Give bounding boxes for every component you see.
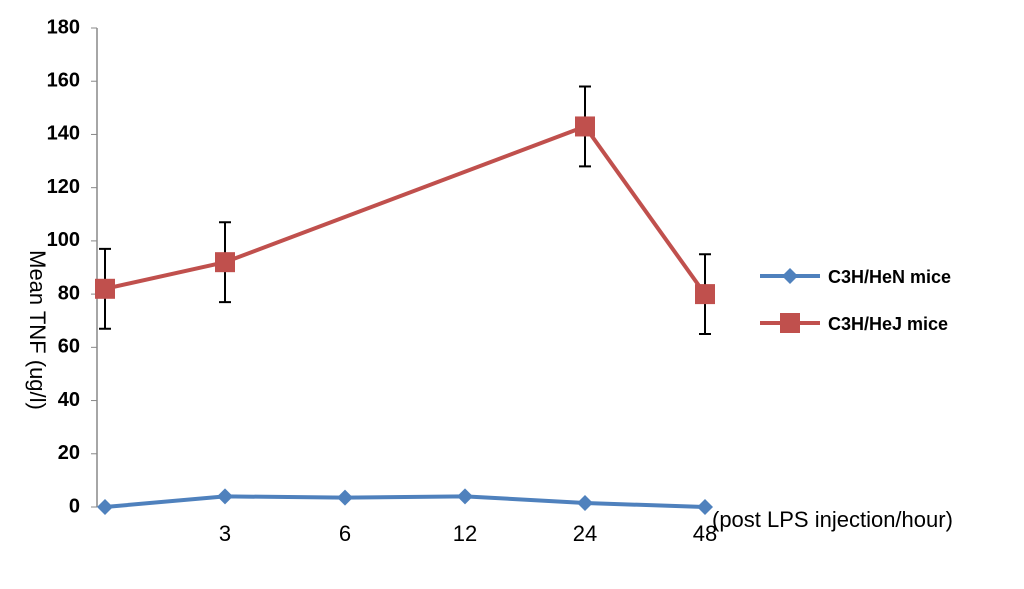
y-tick-label: 20 [58, 442, 80, 464]
x-tick-label: 3 [219, 521, 231, 546]
y-tick-label: 80 [58, 282, 80, 304]
data-point [697, 499, 713, 515]
data-point [577, 495, 593, 512]
y-tick-label: 160 [47, 70, 80, 92]
y-tick-label: 60 [58, 336, 80, 358]
y-tick-label: 180 [47, 16, 80, 38]
data-point [215, 252, 235, 273]
y-tick-label: 100 [47, 229, 80, 251]
y-tick-label: 140 [47, 123, 80, 145]
data-point [337, 489, 353, 506]
x-tick-label: 48 [693, 521, 717, 546]
data-point [695, 284, 715, 305]
x-tick-label: 6 [339, 521, 351, 546]
series-line [104, 260, 226, 291]
y-tick-label: 0 [69, 495, 80, 517]
y-tick-label: 120 [47, 176, 80, 198]
series-line [104, 494, 706, 509]
y-axis-label: Mean TNF (ug/l) [25, 250, 50, 410]
data-point [217, 488, 233, 505]
data-point [97, 499, 113, 515]
series-line [583, 125, 707, 296]
data-point [575, 116, 595, 137]
data-point [95, 278, 115, 299]
legend-marker [782, 268, 798, 284]
legend-label: C3H/HeN mice [828, 267, 951, 287]
x-axis-label: (post LPS injection/hour) [712, 507, 953, 532]
x-tick-label: 12 [453, 521, 477, 546]
gap-connector [224, 124, 586, 265]
y-tick-label: 40 [58, 389, 80, 411]
legend-marker [780, 313, 800, 333]
x-tick-label: 24 [573, 521, 597, 546]
legend-label: C3H/HeJ mice [828, 314, 948, 334]
data-point [457, 488, 473, 505]
